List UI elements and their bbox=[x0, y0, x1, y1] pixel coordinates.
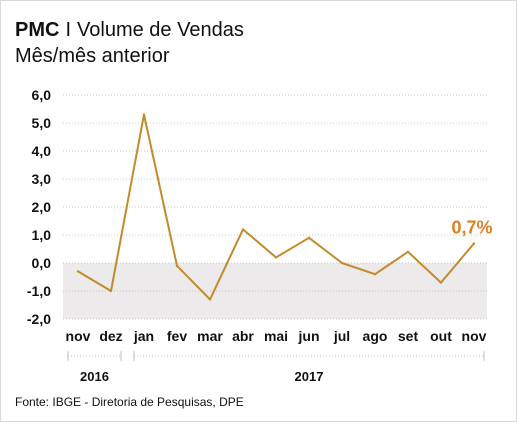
y-tick-label: -2,0 bbox=[27, 311, 51, 327]
x-tick-label: fev bbox=[167, 328, 187, 344]
chart-subtitle: Mês/mês anterior bbox=[15, 45, 170, 67]
x-tick-label: out bbox=[430, 328, 452, 344]
data-point bbox=[76, 270, 80, 273]
data-points bbox=[76, 113, 476, 301]
title-bold: PMC bbox=[15, 19, 60, 41]
source-note: Fonte: IBGE - Diretoria de Pesquisas, DP… bbox=[15, 395, 244, 409]
data-point bbox=[340, 261, 344, 265]
y-tick-label: 1,0 bbox=[32, 227, 52, 243]
data-point bbox=[307, 236, 311, 239]
data-point bbox=[208, 298, 212, 301]
x-tick-label: mai bbox=[264, 328, 288, 344]
chart-title: PMC I Volume de Vendas bbox=[15, 19, 244, 41]
data-point bbox=[373, 273, 377, 276]
y-tick-label: 2,0 bbox=[32, 199, 52, 215]
y-tick-label: 5,0 bbox=[32, 115, 52, 131]
year-groups: 2016 2017 bbox=[67, 351, 485, 384]
negative-band bbox=[63, 263, 487, 319]
title-rest: Volume de Vendas bbox=[77, 19, 244, 41]
x-tick-label: nov bbox=[66, 328, 91, 344]
y-tick-label: 6,0 bbox=[32, 87, 52, 103]
y-axis-ticks: 6,0 5,0 4,0 3,0 2,0 1,0 0,0 -1,0 -2,0 bbox=[27, 87, 51, 327]
data-point bbox=[472, 242, 476, 245]
data-point bbox=[142, 113, 146, 116]
x-tick-label: ago bbox=[363, 328, 388, 344]
year-label: 2017 bbox=[295, 369, 324, 384]
x-axis-ticks: nov dez jan fev mar abr mai jun jul ago set out nov bbox=[66, 328, 487, 344]
data-point bbox=[175, 264, 179, 267]
x-tick-label: jul bbox=[333, 328, 350, 344]
last-value-label: 0,7% bbox=[451, 217, 492, 237]
x-tick-label: mar bbox=[197, 328, 223, 344]
y-tick-label: 0,0 bbox=[32, 255, 52, 271]
data-point bbox=[109, 289, 113, 293]
y-tick-label: -1,0 bbox=[27, 283, 51, 299]
title-separator: I bbox=[65, 19, 72, 41]
y-tick-label: 3,0 bbox=[32, 171, 52, 187]
x-tick-label: abr bbox=[232, 328, 254, 344]
x-tick-label: jun bbox=[298, 328, 320, 344]
data-point bbox=[439, 281, 443, 284]
year-label: 2016 bbox=[80, 369, 109, 384]
x-tick-label: set bbox=[398, 328, 419, 344]
x-tick-label: nov bbox=[462, 328, 487, 344]
data-point bbox=[274, 256, 278, 259]
data-point bbox=[241, 228, 245, 231]
y-tick-label: 4,0 bbox=[32, 143, 52, 159]
x-tick-label: jan bbox=[133, 328, 154, 344]
x-tick-label: dez bbox=[99, 328, 122, 344]
data-point bbox=[406, 250, 410, 253]
